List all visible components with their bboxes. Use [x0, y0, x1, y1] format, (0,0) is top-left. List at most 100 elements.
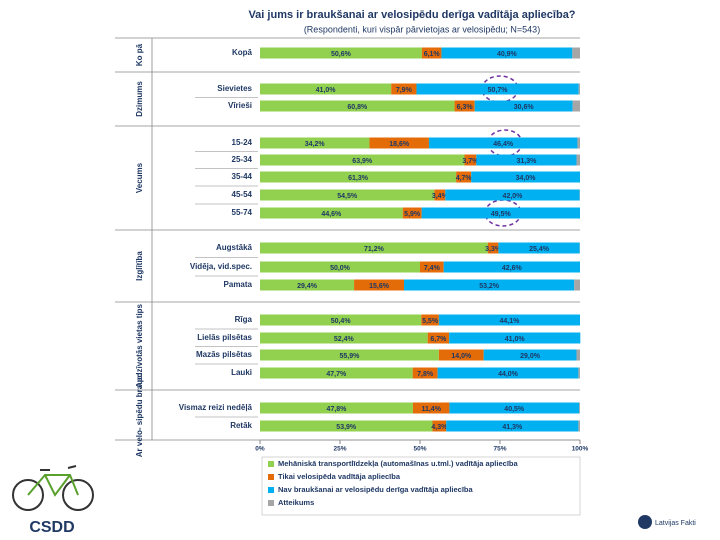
- category-label: 15-24: [232, 138, 253, 147]
- category-label: 25-34: [232, 155, 253, 164]
- bar-segment: [471, 171, 580, 183]
- bar-segment: [354, 279, 404, 291]
- group-label: Apdzīvotās vietas tips: [135, 303, 144, 388]
- category-label: Vismaz reizi nedēļā: [179, 403, 253, 412]
- value-label: 25,4%: [529, 246, 550, 253]
- x-tick-label: 75%: [493, 446, 506, 453]
- group-label: Dzimums: [135, 81, 144, 117]
- x-tick-label: 100%: [572, 446, 589, 453]
- value-label: 42,0%: [503, 193, 524, 200]
- bar-segment: [412, 402, 450, 414]
- value-label: 18,6%: [389, 141, 410, 148]
- value-label: 50,4%: [331, 318, 352, 325]
- value-label: 11,4%: [421, 406, 441, 413]
- bar-segment: [428, 137, 578, 149]
- bar-segment: [449, 332, 581, 344]
- x-tick-label: 50%: [413, 446, 426, 453]
- value-label: 60,8%: [347, 104, 368, 111]
- bar-segment: [578, 83, 580, 95]
- bar-segment: [438, 349, 484, 361]
- legend-label: Nav braukšanai ar velosipēdu derīga vadī…: [278, 485, 473, 494]
- value-label: 4,3%: [431, 424, 448, 431]
- highlight-ellipses: [481, 75, 523, 227]
- x-tick-label: 25%: [333, 446, 346, 453]
- bar-segment: [260, 279, 355, 291]
- bar-segment: [260, 189, 435, 201]
- bar-segment: [260, 242, 488, 254]
- bar-segment: [454, 100, 475, 112]
- bar-segment: [412, 367, 438, 379]
- bar-segment: [487, 242, 499, 254]
- bar-segment: [260, 349, 439, 361]
- bar-segment: [579, 402, 580, 414]
- value-label: 3,3%: [485, 246, 502, 253]
- category-label: Lielās pilsētas: [197, 333, 252, 342]
- value-label: 44,1%: [500, 318, 521, 325]
- category-label: Rīga: [235, 315, 253, 324]
- legend-label: Mehāniskā transportlīdzekļa (automašīnas…: [278, 459, 518, 468]
- bar-segment: [391, 83, 417, 95]
- bar-segment: [421, 47, 442, 59]
- legend-label: Tikai velosipēda vadītāja apliecība: [278, 472, 401, 481]
- value-label: 41,0%: [505, 336, 526, 343]
- legend-swatch: [268, 461, 274, 467]
- bar-segment: [260, 367, 413, 379]
- bar-segment: [421, 314, 439, 326]
- value-label: 55,9%: [340, 353, 361, 360]
- bar-segment: [420, 261, 444, 273]
- bar-segment: [260, 332, 428, 344]
- bar-segment: [260, 154, 465, 166]
- x-tick-label: 0%: [255, 446, 265, 453]
- bar-segment: [576, 154, 580, 166]
- category-label: 35-44: [232, 172, 253, 181]
- category-label: Augstākā: [216, 243, 253, 252]
- bar-segment: [369, 137, 429, 149]
- logo-latvijas-fakti: Latvijas Fakti: [655, 520, 696, 527]
- bar-segment: [578, 367, 580, 379]
- logo-bg: [28, 517, 78, 537]
- bar-segment: [578, 420, 580, 432]
- bar-segment: [438, 314, 580, 326]
- chart-subtitle: (Respondenti, kuri vispār pārvietojas ar…: [304, 24, 540, 34]
- value-label: 42,6%: [502, 265, 523, 272]
- legend-swatch: [268, 500, 274, 506]
- bar-segment: [577, 137, 580, 149]
- bar-segment: [260, 261, 420, 273]
- value-label: 6,3%: [457, 104, 474, 111]
- value-label: 46,4%: [493, 141, 514, 148]
- bar-segment: [572, 47, 580, 59]
- value-label: 34,0%: [516, 175, 537, 182]
- value-label: 7,9%: [396, 87, 413, 94]
- bar-segment: [260, 171, 457, 183]
- category-label: Vidēja, vid.spec.: [190, 262, 252, 271]
- value-label: 15,6%: [369, 283, 390, 290]
- bar-segment: [572, 100, 580, 112]
- value-label: 63,9%: [352, 158, 373, 165]
- value-label: 6,1%: [424, 51, 441, 58]
- value-label: 41,0%: [316, 87, 337, 94]
- bar-segment: [432, 420, 447, 432]
- value-label: 52,4%: [334, 336, 355, 343]
- value-label: 3,7%: [462, 158, 479, 165]
- bar-segment: [446, 420, 579, 432]
- value-label: 40,5%: [504, 406, 525, 413]
- group-label: Izglītība: [135, 251, 144, 281]
- bar-segment: [260, 207, 403, 219]
- bar-segment: [576, 349, 580, 361]
- bar-segment: [443, 261, 580, 273]
- value-label: 6,7%: [430, 336, 447, 343]
- value-label: 71,2%: [364, 246, 385, 253]
- value-label: 29,4%: [297, 283, 318, 290]
- value-label: 44,6%: [321, 211, 342, 218]
- bar-segment: [260, 83, 392, 95]
- group-label: Vecums: [135, 162, 144, 193]
- value-label: 49,5%: [491, 211, 512, 218]
- value-label: 3,4%: [432, 193, 449, 200]
- group-label: Ar velo- sipēdu brauc:: [135, 373, 144, 457]
- bar-segment: [260, 47, 422, 59]
- bar-segment: [445, 189, 580, 201]
- value-label: 50,7%: [488, 87, 509, 94]
- bar-segment: [464, 154, 477, 166]
- category-label: Vīrieši: [228, 101, 252, 110]
